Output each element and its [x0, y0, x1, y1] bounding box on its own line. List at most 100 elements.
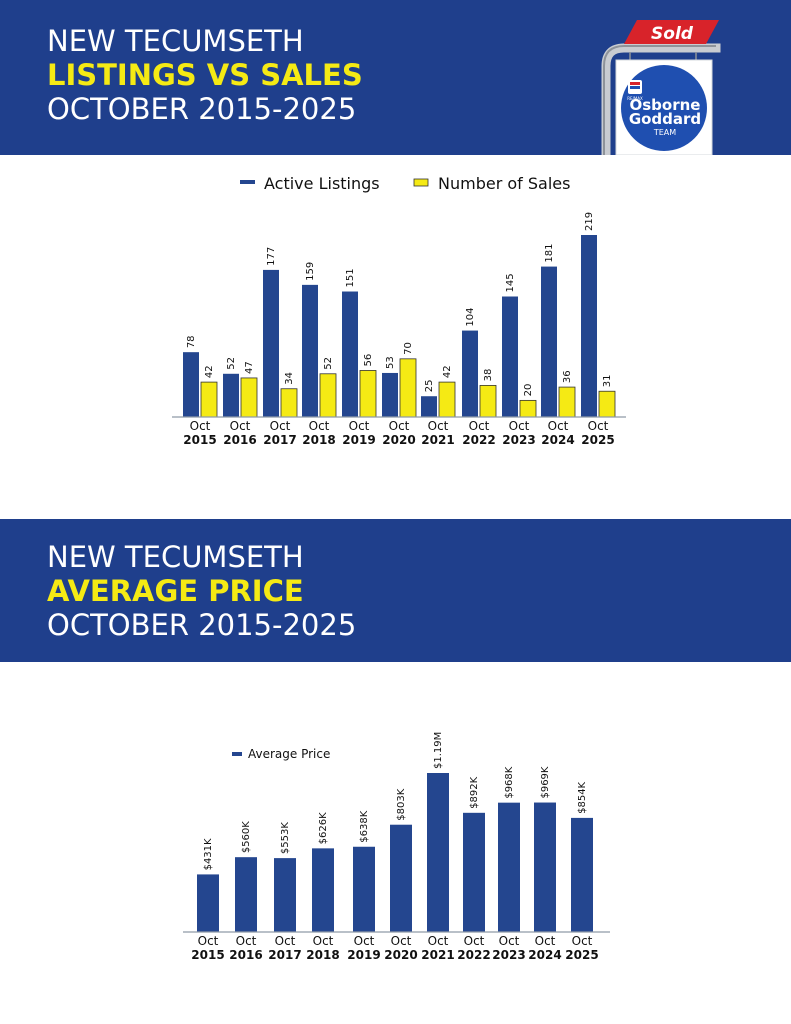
- bar-active-listings: [581, 235, 597, 417]
- data-label-active-listings: 53: [385, 356, 396, 369]
- data-label-number-of-sales: 52: [323, 357, 334, 370]
- bar-average-price: [274, 858, 296, 932]
- header-topic: AVERAGE PRICE: [47, 574, 304, 608]
- data-label-active-listings: 219: [584, 212, 595, 231]
- data-label-average-price: $803K: [396, 788, 407, 820]
- data-label-average-price: $854K: [577, 781, 588, 813]
- data-label-active-listings: 177: [266, 247, 277, 266]
- x-tick-label-month: Oct: [464, 934, 485, 948]
- data-label-number-of-sales: 34: [284, 372, 295, 385]
- sold-text: Sold: [651, 24, 694, 44]
- logo-badge: [621, 65, 707, 151]
- x-tick-label-month: Oct: [588, 419, 609, 433]
- bar-average-price: [498, 802, 520, 932]
- x-tick-label-month: Oct: [270, 419, 291, 433]
- x-tick-label-month: Oct: [349, 419, 370, 433]
- bar-number-of-sales: [438, 381, 456, 418]
- x-tick-label-year: 2021: [421, 948, 454, 962]
- bar-number-of-sales: [280, 388, 298, 418]
- header-period: OCTOBER 2015-2025: [47, 92, 357, 126]
- x-tick-label-month: Oct: [428, 934, 449, 948]
- data-label-active-listings: 25: [424, 379, 435, 392]
- bar-active-listings: [421, 396, 437, 417]
- legend-label-average-price: Average Price: [248, 747, 330, 761]
- bar-number-of-sales: [519, 399, 537, 418]
- data-label-average-price: $892K: [469, 776, 480, 808]
- x-tick-label-month: Oct: [548, 419, 569, 433]
- x-tick-label-month: Oct: [236, 934, 257, 948]
- bar-average-price: [427, 773, 449, 932]
- x-tick-label-year: 2021: [421, 433, 454, 447]
- bar-active-listings: [382, 372, 398, 417]
- x-tick-label-year: 2020: [382, 433, 415, 447]
- data-label-number-of-sales: 42: [204, 365, 215, 378]
- x-tick-label-month: Oct: [190, 419, 211, 433]
- osborne-goddard-sold-sign-logo: Sold RE/MAX Osborne Goddard TEAM: [601, 20, 721, 155]
- bar-number-of-sales: [359, 370, 377, 418]
- bar-active-listings: [223, 373, 239, 417]
- x-tick-label-month: Oct: [509, 419, 530, 433]
- x-tick-label-year: 2022: [457, 948, 490, 962]
- data-label-active-listings: 181: [544, 243, 555, 262]
- bar-average-price: [463, 812, 485, 932]
- bar-active-listings: [541, 266, 557, 417]
- x-tick-label-year: 2025: [565, 948, 598, 962]
- bar-average-price: [353, 846, 375, 932]
- data-label-average-price: $560K: [241, 821, 252, 853]
- bar-average-price: [534, 802, 556, 932]
- x-tick-label-year: 2019: [342, 433, 375, 447]
- data-label-average-price: $431K: [203, 838, 214, 870]
- svg-text:RE/MAX: RE/MAX: [627, 96, 643, 101]
- data-label-number-of-sales: 42: [442, 365, 453, 378]
- x-tick-label-year: 2018: [306, 948, 339, 962]
- logo-name-line2: Goddard: [629, 110, 701, 128]
- x-tick-label-month: Oct: [198, 934, 219, 948]
- listings-vs-sales-header: NEW TECUMSETH LISTINGS VS SALES OCTOBER …: [0, 0, 791, 155]
- logo-name-line3: TEAM: [653, 128, 676, 137]
- x-tick-label-month: Oct: [535, 934, 556, 948]
- x-tick-label-month: Oct: [428, 419, 449, 433]
- legend-label-active-listings: Active Listings: [264, 174, 380, 193]
- x-tick-label-year: 2019: [347, 948, 380, 962]
- header-period: OCTOBER 2015-2025: [47, 608, 357, 642]
- data-label-average-price: $638K: [359, 810, 370, 842]
- x-tick-label-month: Oct: [309, 419, 330, 433]
- x-tick-label-month: Oct: [391, 934, 412, 948]
- data-label-number-of-sales: 70: [403, 342, 414, 355]
- bar-number-of-sales: [319, 373, 337, 418]
- x-tick-label-year: 2015: [183, 433, 216, 447]
- x-tick-label-year: 2024: [541, 433, 574, 447]
- bar-average-price: [390, 824, 412, 932]
- legend-swatch-number-of-sales: [413, 178, 429, 187]
- x-tick-label-month: Oct: [572, 934, 593, 948]
- legend-label-number-of-sales: Number of Sales: [438, 174, 570, 193]
- data-label-active-listings: 52: [226, 357, 237, 370]
- header-location: NEW TECUMSETH: [47, 24, 304, 58]
- bar-number-of-sales: [479, 385, 497, 418]
- data-label-average-price: $968K: [504, 766, 515, 798]
- data-label-average-price: $553K: [280, 822, 291, 854]
- x-tick-label-month: Oct: [354, 934, 375, 948]
- x-tick-label-year: 2023: [502, 433, 535, 447]
- data-label-number-of-sales: 38: [483, 369, 494, 382]
- bar-number-of-sales: [558, 386, 576, 418]
- data-label-number-of-sales: 56: [363, 354, 374, 367]
- x-tick-label-year: 2024: [528, 948, 561, 962]
- bar-active-listings: [502, 296, 518, 417]
- data-label-active-listings: 104: [465, 307, 476, 326]
- x-tick-label-month: Oct: [313, 934, 334, 948]
- x-tick-label-year: 2017: [263, 433, 296, 447]
- data-label-active-listings: 151: [345, 268, 356, 287]
- bar-average-price: [235, 857, 257, 932]
- data-label-active-listings: 145: [505, 273, 516, 292]
- bar-average-price: [312, 848, 334, 932]
- x-tick-label-month: Oct: [389, 419, 410, 433]
- data-label-number-of-sales: 20: [523, 384, 534, 397]
- x-tick-label-year: 2016: [229, 948, 262, 962]
- data-label-number-of-sales: 36: [562, 370, 573, 383]
- average-price-chart: Average Price $431K $560K $553K $626K $638K $8…: [183, 732, 610, 962]
- legend-swatch-average-price: [232, 752, 242, 756]
- x-tick-label-year: 2017: [268, 948, 301, 962]
- listings-vs-sales-chart: Active Listings Number of Sales 78 42 52 47 17…: [172, 174, 626, 447]
- bar-active-listings: [302, 284, 318, 417]
